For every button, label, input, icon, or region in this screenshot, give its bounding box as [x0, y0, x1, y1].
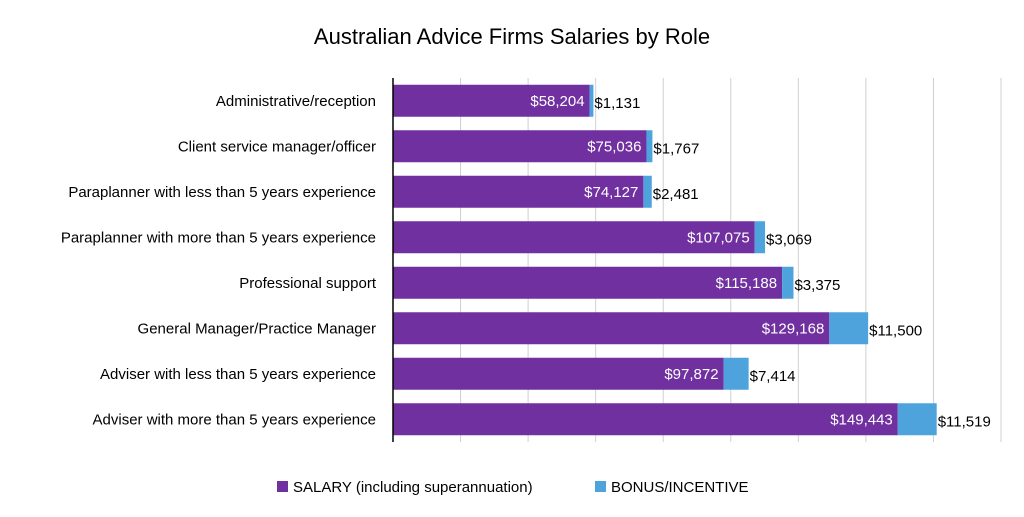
data-label-salary: $149,443: [830, 411, 893, 428]
data-label-salary: $129,168: [762, 320, 825, 337]
category-label: General Manager/Practice Manager: [138, 320, 376, 337]
data-label-salary: $58,204: [530, 93, 584, 110]
data-label-salary: $97,872: [664, 366, 718, 383]
data-label-bonus: $1,767: [653, 140, 699, 157]
legend-swatch-bonus: [595, 481, 606, 492]
category-label: Paraplanner with less than 5 years exper…: [68, 184, 376, 201]
legend: SALARY (including superannuation) BONUS/…: [277, 479, 749, 496]
category-label: Administrative/reception: [216, 93, 376, 110]
bar-bonus: [897, 403, 937, 436]
category-label: Paraplanner with more than 5 years exper…: [61, 229, 376, 246]
data-labels: $58,204 $1,131 $75,036 $1,767 $74,127 $2,481 $…: [530, 93, 990, 431]
bar-bonus: [646, 130, 653, 163]
bars: [393, 84, 937, 436]
bar-bonus: [754, 221, 766, 254]
bar-bonus: [782, 266, 794, 299]
category-label: Client service manager/officer: [178, 138, 376, 155]
legend-label-salary: SALARY (including superannuation): [293, 479, 533, 496]
legend-label-bonus: BONUS/INCENTIVE: [611, 479, 749, 496]
category-label: Adviser with less than 5 years experienc…: [100, 366, 376, 383]
data-label-bonus: $3,069: [766, 231, 812, 248]
bar-salary: [393, 403, 898, 436]
data-label-salary: $115,188: [716, 275, 777, 292]
bar-bonus: [829, 312, 869, 345]
bar-salary: [393, 84, 590, 117]
bar-bonus: [643, 175, 652, 208]
bar-salary: [393, 357, 724, 390]
data-label-bonus: $2,481: [653, 186, 699, 203]
category-label: Professional support: [239, 275, 377, 292]
category-label: Adviser with more than 5 years experienc…: [93, 411, 376, 428]
chart-title: Australian Advice Firms Salaries by Role: [314, 24, 710, 49]
data-label-salary: $107,075: [687, 229, 750, 246]
bar-salary: [393, 130, 647, 163]
data-label-bonus: $1,131: [594, 95, 640, 112]
bar-salary: [393, 266, 783, 299]
legend-swatch-salary: [277, 481, 288, 492]
data-label-bonus: $3,375: [794, 277, 840, 294]
bar-salary: [393, 175, 644, 208]
data-label-salary: $74,127: [584, 184, 638, 201]
data-label-bonus: $11,519: [938, 413, 991, 430]
bar-salary: [393, 312, 830, 345]
data-label-bonus: $7,414: [750, 368, 796, 385]
data-label-bonus: $11,500: [869, 322, 922, 339]
data-label-salary: $75,036: [587, 138, 641, 155]
bar-bonus: [589, 84, 594, 117]
bar-bonus: [723, 357, 749, 390]
bar-salary: [393, 221, 755, 254]
category-labels: Administrative/reception Client service m…: [61, 93, 377, 429]
